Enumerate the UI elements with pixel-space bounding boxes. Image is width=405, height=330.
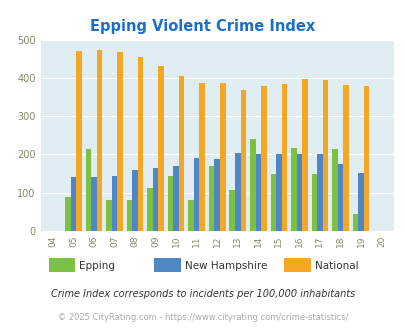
Text: © 2025 CityRating.com - https://www.cityrating.com/crime-statistics/: © 2025 CityRating.com - https://www.city… bbox=[58, 313, 347, 322]
Bar bbox=[331, 149, 337, 231]
Bar bbox=[70, 178, 76, 231]
Bar bbox=[199, 83, 205, 231]
Bar bbox=[229, 190, 234, 231]
Bar bbox=[173, 166, 179, 231]
Bar bbox=[270, 174, 275, 231]
Bar bbox=[322, 80, 327, 231]
Text: Crime Index corresponds to incidents per 100,000 inhabitants: Crime Index corresponds to incidents per… bbox=[51, 289, 354, 299]
Bar bbox=[91, 177, 96, 231]
Bar bbox=[96, 50, 102, 231]
Bar bbox=[249, 139, 255, 231]
Bar bbox=[337, 164, 342, 231]
Bar bbox=[220, 83, 225, 231]
Bar bbox=[126, 200, 132, 231]
Bar bbox=[301, 79, 307, 231]
Bar bbox=[255, 154, 260, 231]
Text: Epping Violent Crime Index: Epping Violent Crime Index bbox=[90, 19, 315, 34]
Text: Epping: Epping bbox=[79, 261, 115, 271]
Bar bbox=[290, 148, 296, 231]
Bar bbox=[296, 154, 301, 231]
Bar bbox=[111, 176, 117, 231]
Bar bbox=[132, 170, 138, 231]
Bar bbox=[76, 51, 81, 231]
Bar bbox=[65, 197, 70, 231]
Bar bbox=[214, 159, 220, 231]
Bar bbox=[357, 173, 363, 231]
Bar bbox=[234, 153, 240, 231]
Bar bbox=[281, 84, 286, 231]
Bar bbox=[209, 166, 214, 231]
Bar bbox=[275, 154, 281, 231]
Bar bbox=[342, 85, 348, 231]
Bar bbox=[363, 86, 369, 231]
Bar bbox=[311, 174, 316, 231]
Bar bbox=[240, 90, 245, 231]
Bar bbox=[352, 214, 357, 231]
Bar bbox=[260, 86, 266, 231]
Bar bbox=[167, 176, 173, 231]
Text: National: National bbox=[314, 261, 357, 271]
Bar bbox=[179, 76, 184, 231]
Bar bbox=[117, 52, 123, 231]
Text: New Hampshire: New Hampshire bbox=[184, 261, 266, 271]
Bar bbox=[152, 168, 158, 231]
Bar bbox=[188, 200, 194, 231]
Bar bbox=[147, 188, 152, 231]
Bar bbox=[85, 149, 91, 231]
Bar bbox=[316, 154, 322, 231]
Bar bbox=[138, 57, 143, 231]
Bar bbox=[194, 158, 199, 231]
Bar bbox=[158, 66, 164, 231]
Bar bbox=[106, 200, 111, 231]
